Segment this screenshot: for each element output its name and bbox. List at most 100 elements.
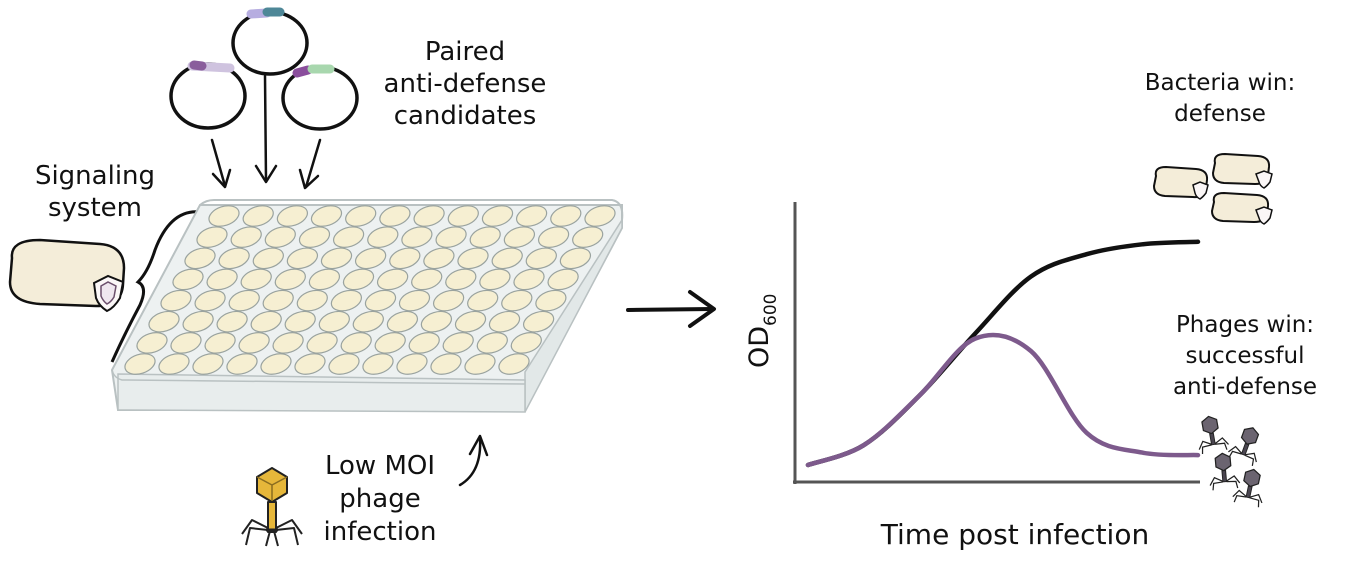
well [396,353,428,375]
well [184,247,216,270]
well [550,205,582,227]
plasmid-icon [231,7,309,76]
well [352,310,384,333]
bacterium-cell [1152,165,1209,200]
well [401,226,433,248]
well [158,353,190,375]
growth-chart: OD600 [744,202,1201,484]
well [206,268,238,291]
well [525,247,557,270]
phage-icon [1209,452,1241,491]
low-moi-line-1: Low MOI [324,451,436,481]
bacteria-win-line-2: defense [1174,101,1266,127]
well [294,353,326,375]
phages-win-line-1: Phages win: [1175,312,1315,338]
well [364,289,397,312]
well [420,310,453,333]
phage-icon [241,467,303,547]
well [204,332,236,354]
well [469,226,501,248]
well [386,310,419,333]
well [264,226,296,248]
paired-candidates-label: Paired anti-defense candidates [355,36,575,132]
well [182,310,214,333]
well [276,205,309,227]
well [467,289,499,312]
well [228,289,260,312]
well [328,353,360,375]
arrow-icon [626,290,716,328]
well [413,205,445,227]
well [535,289,567,312]
well [408,332,440,354]
well [501,289,533,312]
well [411,268,443,291]
well [136,332,168,354]
well [479,268,511,291]
well [318,310,350,333]
well [310,205,343,227]
well [510,332,542,354]
well [362,353,394,375]
well [515,205,548,227]
phage-icon [1228,427,1260,466]
low-moi-label: Low MOI phage infection [305,450,455,549]
well [160,289,192,312]
y-axis-label-subscript: 600 [761,294,781,326]
paired-candidates-line-1: Paired [424,37,506,67]
bacteria-win-line-1: Bacteria win: [1144,70,1296,96]
well [342,268,375,291]
paired-candidates-line-3: candidates [393,101,537,131]
x-axis-label: Time post infection [880,518,1150,551]
well [488,310,521,333]
shield-icon [1192,181,1209,200]
well [376,268,409,291]
y-axis-label-main: OD [744,326,775,368]
well [423,247,455,270]
well [457,247,489,270]
phage-icon [1232,468,1263,508]
well [332,226,365,248]
well [298,226,331,248]
shield-icon [1255,206,1273,225]
well [306,332,338,354]
phage-cluster [1198,415,1263,508]
well [340,332,372,354]
phages-win-line-2: successful [1185,343,1305,369]
well [454,310,487,333]
well [296,289,328,312]
well [240,268,272,291]
well [218,247,250,270]
well [216,310,248,333]
well [481,205,514,227]
arrow-icon [210,74,322,190]
well [242,205,274,227]
phages-win-label: Phages win: successful anti-defense [1150,310,1340,403]
y-axis-label: OD600 [744,294,781,369]
well [445,268,477,291]
well [226,353,258,375]
well [272,332,304,354]
well [464,353,496,375]
well [274,268,306,291]
bacterium-cell [8,238,126,313]
well [367,226,399,248]
well [432,289,465,312]
signaling-system-label: Signaling system [20,160,170,224]
series-line-phage [805,332,1201,468]
well [208,205,240,227]
well-plate [110,199,624,413]
well [148,310,180,333]
well [192,353,224,375]
well [345,205,377,227]
well [503,226,536,248]
phages-win-line-3: anti-defense [1172,374,1318,400]
bacteria-win-label: Bacteria win: defense [1125,68,1315,130]
well [537,226,570,248]
phage-icon [1198,415,1229,455]
well [230,226,262,248]
bacterium-cell [1211,152,1273,189]
well [522,310,555,333]
well [430,353,462,375]
